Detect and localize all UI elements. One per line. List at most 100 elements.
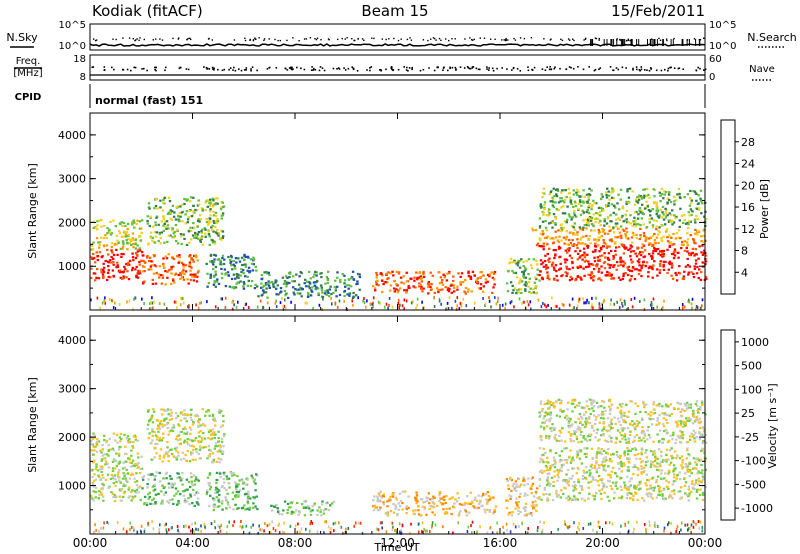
freq-point bbox=[646, 69, 648, 71]
range-cell bbox=[137, 461, 140, 465]
range-cell bbox=[702, 229, 705, 232]
range-cell bbox=[205, 217, 208, 221]
range-cell bbox=[405, 271, 408, 274]
range-cell bbox=[443, 276, 446, 279]
range-cell bbox=[296, 501, 299, 505]
freq-point bbox=[667, 67, 670, 70]
nsearch-point bbox=[371, 37, 373, 39]
range-cell bbox=[610, 203, 614, 206]
range-cell bbox=[213, 242, 217, 245]
range-cell bbox=[587, 211, 590, 214]
ground-scatter-cell bbox=[351, 299, 354, 303]
range-cell bbox=[92, 499, 95, 502]
range-cell bbox=[299, 286, 302, 289]
range-cell bbox=[586, 447, 589, 450]
range-cell bbox=[690, 202, 693, 205]
range-cell bbox=[158, 457, 161, 460]
range-cell bbox=[593, 467, 597, 470]
range-cell bbox=[112, 257, 115, 260]
range-cell bbox=[166, 441, 169, 444]
range-cell bbox=[660, 251, 664, 254]
ground-scatter-cell bbox=[576, 304, 579, 308]
range-cell bbox=[612, 226, 615, 229]
range-cell bbox=[103, 434, 106, 437]
range-cell bbox=[128, 242, 131, 245]
range-cell bbox=[235, 261, 238, 264]
range-cell bbox=[638, 206, 642, 210]
range-cell bbox=[231, 474, 234, 477]
range-cell bbox=[609, 453, 613, 456]
range-cell bbox=[127, 237, 130, 241]
range-cell bbox=[208, 429, 211, 432]
ground-scatter-cell bbox=[133, 297, 135, 301]
range-cell bbox=[147, 423, 150, 426]
freq-point bbox=[238, 68, 240, 70]
range-cell bbox=[608, 229, 611, 233]
range-cell bbox=[260, 294, 263, 297]
range-cell bbox=[551, 221, 554, 224]
range-cell bbox=[534, 285, 537, 288]
range-cell bbox=[171, 204, 175, 207]
range-cell bbox=[546, 242, 549, 246]
range-cell bbox=[193, 254, 196, 257]
range-cell bbox=[532, 291, 535, 294]
nsearch-point bbox=[543, 38, 545, 40]
range-cell bbox=[287, 506, 291, 509]
range-cell bbox=[188, 438, 192, 441]
range-cell bbox=[643, 469, 646, 473]
range-cell bbox=[182, 265, 185, 268]
range-cell bbox=[193, 227, 196, 230]
range-cell bbox=[586, 245, 590, 248]
range-cell bbox=[642, 471, 645, 474]
range-cell bbox=[683, 402, 687, 406]
range-cell bbox=[166, 212, 170, 215]
range-cell bbox=[518, 280, 522, 283]
freq-point bbox=[292, 68, 294, 70]
range-cell bbox=[126, 270, 129, 273]
range-cell bbox=[214, 265, 218, 269]
range-cell bbox=[246, 507, 249, 510]
range-cell bbox=[598, 259, 602, 262]
range-cell bbox=[219, 475, 222, 479]
range-cell bbox=[182, 490, 185, 493]
freq-point bbox=[352, 68, 355, 71]
freq-tick-right-bottom: 0 bbox=[709, 72, 715, 83]
range-cell bbox=[631, 225, 634, 228]
range-cell bbox=[157, 239, 160, 243]
range-cell bbox=[576, 266, 580, 269]
range-cell bbox=[143, 503, 146, 506]
range-cell bbox=[653, 241, 657, 244]
range-cell bbox=[610, 249, 613, 253]
range-cell bbox=[137, 491, 140, 494]
range-cell bbox=[427, 281, 431, 284]
range-cell bbox=[223, 258, 226, 261]
range-cell bbox=[469, 502, 472, 505]
range-cell bbox=[141, 487, 144, 490]
range-cell bbox=[176, 228, 179, 231]
freq-point bbox=[447, 69, 449, 72]
range-cell bbox=[602, 209, 605, 212]
ground-scatter-cell bbox=[206, 300, 208, 304]
range-cell bbox=[662, 218, 666, 221]
range-cell bbox=[556, 494, 559, 497]
range-cell bbox=[191, 439, 195, 443]
range-cell bbox=[662, 263, 665, 266]
range-cell bbox=[689, 470, 692, 473]
ground-scatter-cell bbox=[232, 299, 234, 303]
range-cell bbox=[665, 230, 668, 233]
range-cell bbox=[348, 292, 352, 295]
range-cell bbox=[352, 295, 355, 298]
range-cell bbox=[385, 272, 388, 275]
range-cell bbox=[171, 453, 174, 456]
range-cell bbox=[186, 431, 189, 434]
range-cell bbox=[162, 432, 165, 435]
range-cell bbox=[158, 232, 161, 236]
range-cell bbox=[324, 282, 327, 285]
ground-scatter-cell bbox=[282, 307, 285, 311]
range-cell bbox=[540, 245, 543, 248]
range-cell bbox=[644, 461, 648, 464]
range-cell bbox=[426, 282, 430, 285]
range-cell bbox=[657, 488, 661, 491]
range-cell bbox=[165, 471, 168, 474]
range-cell bbox=[175, 449, 178, 452]
